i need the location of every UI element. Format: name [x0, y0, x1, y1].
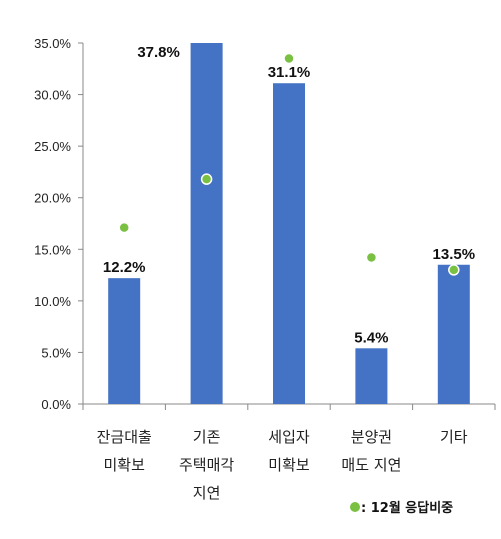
y-tick-label: 0.0% — [41, 397, 71, 412]
x-category-label: 잔금대출 — [97, 428, 152, 446]
bar — [190, 43, 223, 404]
december-point — [448, 264, 460, 276]
bar-data-label: 12.2% — [103, 259, 146, 276]
legend-label: : 12월 응답비중 — [361, 500, 453, 516]
y-tick-label: 10.0% — [34, 294, 71, 309]
y-tick-label: 20.0% — [34, 191, 71, 206]
y-tick-label: 5.0% — [41, 345, 71, 360]
legend: : 12월 응답비중 — [350, 500, 453, 516]
y-tick-label: 30.0% — [34, 88, 71, 103]
y-tick-label: 15.0% — [34, 242, 71, 257]
bar-data-label: 31.1% — [268, 64, 311, 81]
december-point — [283, 52, 295, 65]
bar — [437, 264, 470, 404]
x-category-label: 분양권 — [351, 428, 392, 446]
x-category-label: 미확보 — [268, 456, 310, 474]
bars — [108, 43, 470, 405]
bar — [108, 278, 141, 404]
december-point — [200, 173, 213, 185]
december-point — [118, 221, 130, 234]
x-category-label: 지연 — [193, 484, 221, 502]
dots — [118, 52, 460, 276]
y-tick-label: 25.0% — [34, 139, 71, 154]
x-category-label: 기타 — [440, 428, 468, 446]
bar — [273, 83, 305, 405]
bar-data-label: 13.5% — [433, 246, 476, 263]
y-tick-label: 35.0% — [34, 36, 71, 51]
x-category-label: 미확보 — [103, 456, 145, 474]
bar — [355, 348, 388, 404]
x-category-label: 매도 지연 — [341, 456, 401, 474]
x-category-label: 세입자 — [268, 428, 310, 446]
december-point — [365, 251, 378, 264]
x-category-label: 주택매각 — [179, 456, 234, 474]
axes: 0.0% 5.0% 10.0% 15.0% 20.0% 25.0% 30.0% 35.0% — [34, 36, 496, 412]
bar-data-label: 5.4% — [354, 329, 388, 346]
legend-marker — [350, 502, 360, 512]
x-category-label: 기존 — [193, 428, 221, 446]
bar-data-label: 37.8% — [137, 44, 180, 61]
